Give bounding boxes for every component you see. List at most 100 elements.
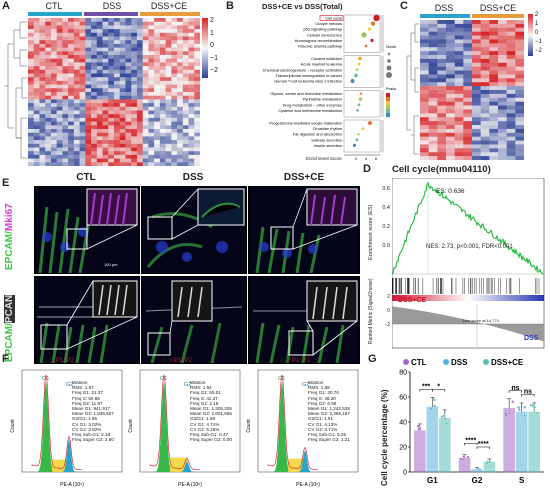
heatmap-cell <box>489 74 499 79</box>
heatmap-cell <box>182 99 189 104</box>
heatmap-cell <box>56 151 63 156</box>
heatmap-cell <box>79 58 86 63</box>
heatmap-cell <box>114 106 121 111</box>
heatmap-cell <box>159 43 166 48</box>
heatmap-cell <box>148 58 155 63</box>
heatmap-cell <box>142 32 149 37</box>
heatmap-cell <box>114 47 121 52</box>
heatmap-cell <box>79 162 86 166</box>
heatmap-cell <box>188 36 195 41</box>
kegg-dot <box>358 97 363 101</box>
heatmap-cell <box>463 152 473 157</box>
heatmap-cell <box>50 62 57 67</box>
heatmap-cell <box>136 88 143 93</box>
heatmap-cell <box>108 92 115 96</box>
heatmap-cell <box>506 140 516 145</box>
heatmap-cell <box>159 162 166 166</box>
heatmap-cell <box>171 103 178 108</box>
heatmap-cell <box>79 80 86 85</box>
heatmap-cell <box>177 136 184 141</box>
heatmap-cell <box>108 55 115 59</box>
heatmap-cell <box>33 147 40 152</box>
heatmap-cell <box>45 158 52 163</box>
heatmap-cell <box>165 69 172 74</box>
heatmap-cell <box>159 99 166 104</box>
heatmap-cell <box>480 109 490 114</box>
barchart-category-label: S <box>519 476 525 485</box>
heatmap-cell <box>446 20 455 25</box>
heatmap-cell <box>182 66 189 71</box>
heatmap-cell <box>68 147 75 152</box>
kegg-facet-strip <box>380 15 384 53</box>
heatmap-cell <box>85 66 92 71</box>
heatmap-cell <box>33 47 40 52</box>
heatmap-cell <box>79 51 86 56</box>
heatmap-cell <box>102 143 109 148</box>
kegg-dot <box>352 143 357 147</box>
barchart-legend-label: DSS <box>451 358 468 367</box>
heatmap-cell <box>463 156 473 160</box>
heatmap-cell <box>489 58 499 64</box>
barchart-category-label: G1 <box>427 476 438 485</box>
heatmap-cell <box>515 140 524 145</box>
heatmap-cell <box>480 27 490 32</box>
heatmap-cell <box>420 74 429 79</box>
heatmap-cell <box>194 36 200 41</box>
gsea-es-curve <box>392 181 544 275</box>
heatmap-cell <box>165 66 172 71</box>
heatmap-a <box>28 18 200 166</box>
heatmap-cell <box>194 121 200 126</box>
heatmap-cell <box>182 32 189 37</box>
heatmap-cell <box>188 43 195 48</box>
fcs-g1-label: G1 <box>278 376 285 382</box>
barchart-point <box>433 404 437 408</box>
heatmap-cell <box>33 18 40 22</box>
heatmap-cell <box>515 101 524 106</box>
heatmap-cell <box>102 73 109 78</box>
heatmap-cell <box>498 93 507 99</box>
heatmap-cell <box>142 84 149 89</box>
heatmap-cell <box>177 84 184 89</box>
heatmap-cell <box>56 125 63 130</box>
kegg-term-label: Acute myeloid leukemia <box>301 62 343 67</box>
heatmap-cell <box>171 140 178 145</box>
heatmap-cell <box>50 129 57 133</box>
heatmap-cell <box>171 92 178 96</box>
heatmap-cell <box>50 110 57 115</box>
heatmap-cell <box>142 136 149 141</box>
heatmap-cell <box>165 125 172 130</box>
heatmap-cell <box>50 80 57 85</box>
heatmap-cell <box>177 88 184 93</box>
heatmap-cell <box>85 47 92 52</box>
heatmap-cell <box>39 147 46 152</box>
heatmap-cell <box>142 95 149 100</box>
heatmap-cell <box>463 66 473 71</box>
heatmap-cell <box>96 58 103 63</box>
heatmap-cell <box>194 158 200 163</box>
heatmap-cell <box>62 95 69 100</box>
heatmap-cell <box>108 43 115 48</box>
heatmap-cell <box>182 106 189 111</box>
heatmap-cell <box>91 154 98 159</box>
heatmap-cell <box>28 51 35 56</box>
heatmap-cell <box>108 129 115 133</box>
heatmap-cell <box>506 117 516 122</box>
heatmap-cell <box>68 106 75 111</box>
heatmap-cell <box>194 88 200 93</box>
heatmap-cell <box>142 114 149 119</box>
heatmap-cell <box>148 154 155 159</box>
heatmap-cell <box>102 136 109 141</box>
heatmap-cell <box>33 84 40 89</box>
heatmap-cell <box>420 156 429 160</box>
heatmap-cell <box>515 23 524 29</box>
heatmap-cell <box>148 92 155 96</box>
heatmap-cell <box>39 106 46 111</box>
heatmap-cell <box>437 121 447 126</box>
heatmap-cell <box>154 84 161 89</box>
heatmap-cell <box>136 143 143 148</box>
heatmap-cell <box>73 136 80 141</box>
heatmap-cell <box>428 66 438 71</box>
heatmap-cell <box>102 106 109 111</box>
heatmap-cell <box>480 128 490 134</box>
heatmap-cell <box>91 84 98 89</box>
